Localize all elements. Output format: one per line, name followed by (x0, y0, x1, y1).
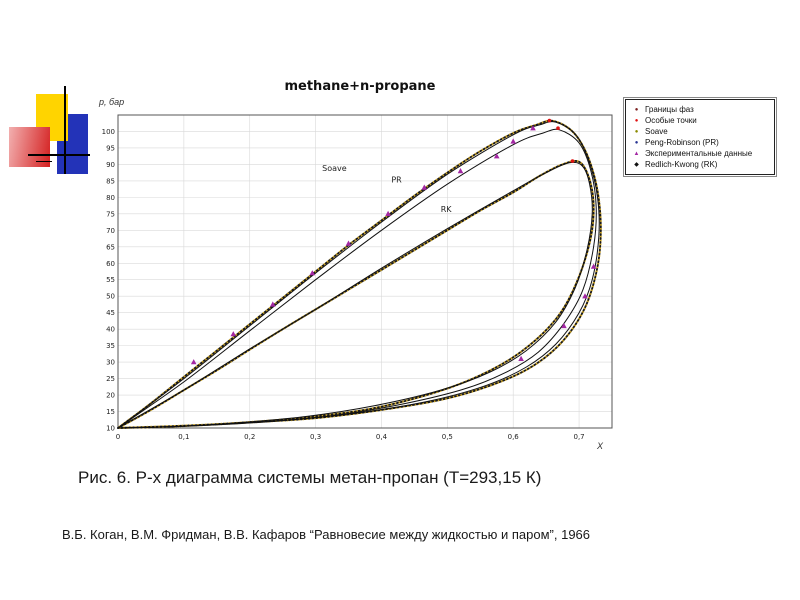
x-tick-label: 0,7 (573, 433, 584, 441)
logo-vertical-line (64, 86, 66, 174)
y-tick-label: 75 (106, 210, 115, 218)
reference-footer: В.Б. Коган, В.М. Фридман, В.В. Кафаров “… (62, 527, 591, 542)
y-tick-label: 85 (106, 177, 115, 185)
y-tick-label: 100 (102, 128, 115, 136)
experimental-point (561, 322, 567, 329)
y-axis-label: p, бар (99, 97, 125, 107)
legend-item-5: ◆ Redlich-Kwong (RK) (632, 159, 768, 170)
experimental-point (270, 301, 276, 307)
chart-legend: ● Границы фаз ● Особые точки ● Soave ● Peng-Rob… (623, 97, 777, 177)
experimental-point (457, 168, 464, 174)
legend-marker-dot-icon: ● (634, 117, 639, 124)
experimental-point (493, 153, 500, 159)
logo-horizontal-line-2 (36, 161, 52, 162)
y-tick-label: 35 (106, 342, 115, 350)
series-2 (117, 121, 600, 429)
logo-horizontal-line (28, 154, 90, 156)
y-tick-label: 40 (106, 326, 115, 334)
y-tick-label: 45 (106, 309, 115, 317)
experimental-point (518, 355, 524, 361)
legend-marker-diamond-icon: ◆ (634, 161, 639, 168)
series-4 (117, 161, 593, 429)
legend-marker-dot-icon: ● (634, 106, 639, 113)
curve-label-rk: RK (441, 205, 453, 214)
legend-marker-triangle-icon: ▲ (633, 150, 640, 157)
legend-item-2: ● Soave (632, 126, 768, 137)
y-tick-label: 90 (106, 161, 115, 169)
chart-title: methane+n-propane (284, 79, 436, 94)
legend-item-1: ● Особые точки (632, 115, 768, 126)
y-tick-label: 55 (106, 276, 115, 284)
series-1-speckle (116, 159, 595, 430)
y-tick-label: 65 (106, 243, 115, 251)
experimental-point (190, 359, 197, 365)
y-tick-label: 95 (106, 144, 115, 152)
x-axis-label: X (597, 441, 604, 451)
legend-label: Особые точки (645, 116, 697, 125)
experimental-point (230, 331, 237, 337)
legend-label: Peng-Robinson (PR) (645, 138, 719, 147)
special-point (547, 118, 552, 123)
curve-label-soave: Soave (322, 164, 347, 173)
series-1 (117, 160, 595, 429)
curve-label-pr: PR (391, 176, 402, 185)
experimental-point (530, 125, 536, 131)
y-tick-label: 10 (106, 425, 115, 433)
x-tick-label: 0,5 (442, 433, 453, 441)
legend-label: Экспериментальные данные (645, 149, 753, 158)
experimental-point (345, 240, 352, 246)
experimental-point (582, 293, 588, 299)
special-point (570, 159, 575, 163)
y-tick-label: 70 (106, 227, 115, 235)
experimental-point (385, 210, 391, 216)
x-tick-label: 0,4 (376, 433, 388, 441)
logo-red-gradient-square (9, 127, 50, 167)
legend-marker-dot-icon: ● (634, 139, 639, 146)
experimental-point (309, 270, 316, 276)
y-tick-label: 50 (106, 293, 115, 301)
y-tick-label: 30 (106, 359, 115, 367)
experimental-point (510, 138, 516, 144)
x-tick-label: 0,3 (310, 433, 321, 441)
legend-marker-dot-icon: ● (634, 128, 639, 135)
series-3 (117, 128, 597, 429)
legend-label: Redlich-Kwong (RK) (645, 160, 718, 169)
legend-item-4: ▲ Экспериментальные данные (632, 148, 768, 159)
experimental-point (590, 263, 597, 269)
x-tick-label: 0,6 (508, 433, 520, 441)
x-tick-label: 0,1 (178, 433, 189, 441)
y-tick-label: 25 (106, 375, 115, 383)
legend-item-0: ● Границы фаз (632, 104, 768, 115)
y-tick-label: 15 (106, 408, 115, 416)
y-tick-label: 20 (106, 392, 115, 400)
plot-frame (117, 114, 613, 429)
legend-label: Soave (645, 127, 668, 136)
legend-item-3: ● Peng-Robinson (PR) (632, 137, 768, 148)
y-tick-label: 80 (106, 194, 115, 202)
series-0 (117, 119, 602, 429)
y-tick-label: 60 (106, 260, 115, 268)
x-tick-label: 0,2 (244, 433, 255, 441)
legend-label: Границы фаз (645, 105, 694, 114)
special-point (556, 126, 560, 130)
series-0-speckle (116, 119, 602, 430)
figure-caption: Рис. 6. P-x диаграмма системы метан-проп… (78, 468, 542, 487)
x-tick-label: 0 (116, 433, 120, 441)
experimental-point (421, 184, 428, 190)
px-diagram-chart: 10 15 20 25 30 35 40 45 50 55 60 65 70 75 80 85 90 95 100 0… (102, 114, 613, 441)
